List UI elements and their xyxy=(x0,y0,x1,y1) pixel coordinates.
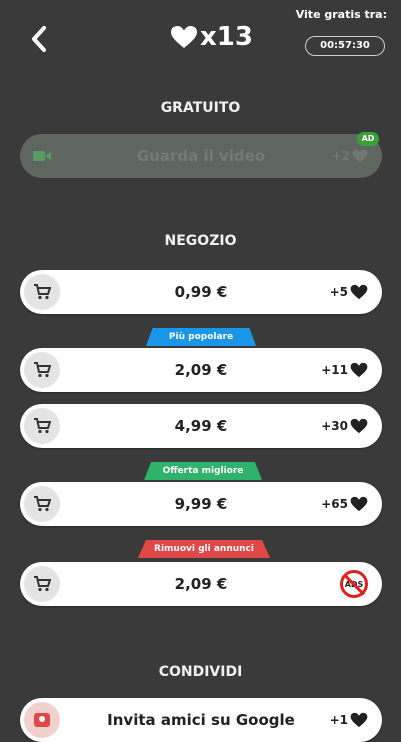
watch-video-label: Guarda il video xyxy=(136,147,266,165)
shop-item-9-99[interactable]: 9,99 € +65 xyxy=(20,482,382,526)
watch-video-button[interactable]: Guarda il video +2 xyxy=(20,134,382,178)
cart-icon-bubble xyxy=(24,274,60,310)
section-title-text: NEGOZIO xyxy=(164,233,237,249)
section-title-free: GRATUITO xyxy=(0,100,401,116)
shopping-cart-icon xyxy=(34,418,51,434)
section-title-share: CONDIVIDI xyxy=(0,664,401,680)
cart-icon-bubble xyxy=(24,566,60,602)
reward-value: +5 xyxy=(329,285,348,299)
lives-counter: x13 xyxy=(170,22,253,52)
free-lives-timer-label: Vite gratis tra: xyxy=(295,8,387,21)
heart-icon xyxy=(350,496,368,512)
shopping-cart-icon xyxy=(34,576,51,592)
video-camera-icon xyxy=(33,151,51,161)
no-ads-icon-text: ADS xyxy=(344,579,364,589)
cart-icon-bubble xyxy=(24,408,60,444)
cart-icon-bubble xyxy=(24,486,60,522)
cart-icon-bubble xyxy=(24,352,60,388)
video-reward-value: +2 xyxy=(331,149,350,163)
price-label: 2,09 € xyxy=(174,361,228,379)
price-label: 4,99 € xyxy=(174,417,228,435)
video-reward: +2 xyxy=(332,134,368,178)
video-icon-bubble xyxy=(24,138,60,174)
no-ads-icon: ADS xyxy=(340,570,368,598)
price-label: 0,99 € xyxy=(174,283,228,301)
remove-ads-tag: Rimuovi gli annunci xyxy=(138,540,270,558)
reward-value: +1 xyxy=(329,713,348,727)
shopping-cart-icon xyxy=(34,284,51,300)
invite-friends-icon xyxy=(34,713,50,727)
lives-reward: +30 xyxy=(321,404,368,448)
shopping-cart-icon xyxy=(34,496,51,512)
reward-value: +30 xyxy=(321,419,348,433)
lives-reward: +65 xyxy=(321,482,368,526)
heart-icon xyxy=(350,712,368,728)
lives-reward: +1 xyxy=(330,698,368,742)
price-label: 2,09 € xyxy=(174,575,228,593)
reward-value: +11 xyxy=(321,363,348,377)
section-title-text: GRATUITO xyxy=(160,100,241,116)
shop-item-2-09[interactable]: 2,09 € +11 xyxy=(20,348,382,392)
shopping-cart-icon xyxy=(34,362,51,378)
no-ads-reward: ADS xyxy=(340,562,368,606)
shop-item-remove-ads[interactable]: 2,09 € ADS xyxy=(20,562,382,606)
price-label: 9,99 € xyxy=(174,495,228,513)
free-lives-timer: 00:57:30 xyxy=(305,36,385,56)
lives-reward: +11 xyxy=(321,348,368,392)
heart-icon xyxy=(350,284,368,300)
heart-icon xyxy=(350,362,368,378)
heart-icon xyxy=(352,149,368,163)
lives-count: x13 xyxy=(200,22,253,52)
shop-item-4-99[interactable]: 4,99 € +30 xyxy=(20,404,382,448)
back-button[interactable] xyxy=(26,22,54,56)
heart-icon xyxy=(171,26,197,48)
chevron-left-icon xyxy=(32,26,46,52)
reward-value: +65 xyxy=(321,497,348,511)
shop-item-0-99[interactable]: 0,99 € +5 xyxy=(20,270,382,314)
section-title-shop: NEGOZIO xyxy=(0,233,401,249)
invite-label: Invita amici su Google xyxy=(107,711,295,729)
best-offer-tag: Offerta migliore xyxy=(144,462,262,480)
invite-friends-button[interactable]: Invita amici su Google +1 xyxy=(20,698,382,742)
most-popular-tag: Più popolare xyxy=(146,328,256,346)
heart-icon xyxy=(350,418,368,434)
lives-reward: +5 xyxy=(330,270,368,314)
header: x13 Vite gratis tra: 00:57:30 xyxy=(0,0,401,90)
ad-badge: AD xyxy=(357,132,379,146)
section-title-text: CONDIVIDI xyxy=(158,664,243,680)
